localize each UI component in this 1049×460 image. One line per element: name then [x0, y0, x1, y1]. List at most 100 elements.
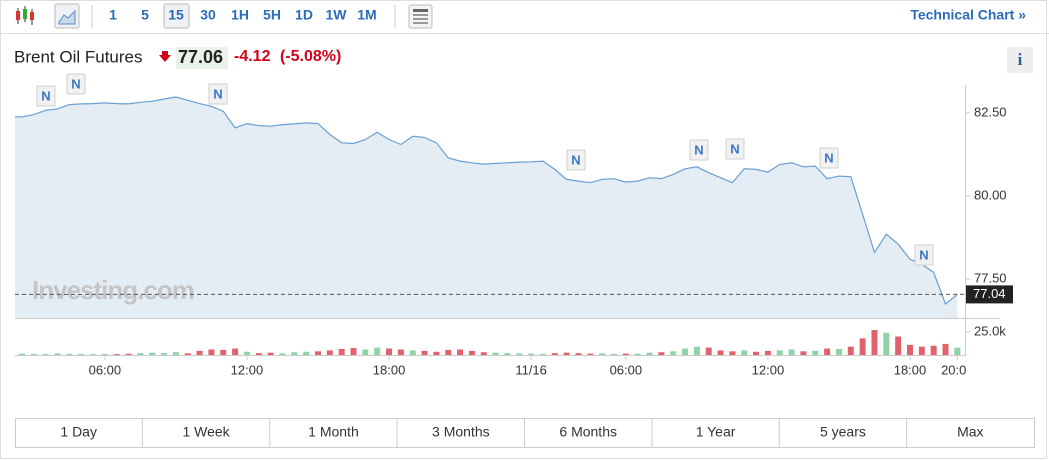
y-tick-label: 82.50 [974, 104, 1007, 119]
volume-bar [161, 352, 168, 355]
news-flag-label[interactable]: N [824, 150, 833, 165]
range-button[interactable]: 1 Month [308, 424, 359, 440]
volume-bar [776, 350, 783, 355]
volume-bar [835, 348, 842, 355]
x-tick-label: 06:00 [89, 362, 122, 377]
volume-bar [599, 353, 606, 355]
x-tick-label: 18:00 [373, 362, 406, 377]
volume-bar [741, 350, 748, 355]
range-button[interactable]: Max [957, 424, 983, 440]
interval-button[interactable]: 5 [141, 7, 149, 23]
volume-bar [563, 352, 570, 355]
volume-bar [42, 354, 49, 355]
volume-bar [326, 350, 333, 355]
y-tick-label: 77.50 [974, 271, 1007, 286]
volume-bar [101, 353, 108, 355]
volume-bar [303, 351, 310, 355]
volume-bar [386, 348, 393, 355]
volume-bar [753, 351, 760, 355]
volume-bar [504, 353, 511, 355]
range-button[interactable]: 6 Months [559, 424, 617, 440]
volume-bar [682, 348, 689, 355]
volume-bar [764, 350, 771, 355]
technical-chart-link[interactable]: Technical Chart » [910, 7, 1026, 23]
x-tick-label: 12:00 [752, 362, 785, 377]
volume-bar [646, 352, 653, 355]
volume-bar [78, 353, 85, 355]
volume-bar [528, 353, 535, 355]
info-icon[interactable]: i [1018, 50, 1023, 69]
news-flag[interactable] [819, 147, 839, 169]
news-flag[interactable] [566, 149, 586, 171]
volume-bar [812, 350, 819, 355]
volume-bar [196, 350, 203, 355]
volume-bar [717, 350, 724, 355]
volume-bar [30, 353, 37, 355]
volume-bar [847, 346, 854, 355]
range-button[interactable]: 1 Day [60, 424, 97, 440]
interval-button[interactable]: 1 [109, 7, 117, 23]
news-flag[interactable] [36, 85, 56, 107]
x-tick-label: 11/16 [515, 362, 547, 377]
news-flag[interactable] [725, 138, 745, 160]
news-flag-label[interactable]: N [730, 141, 739, 156]
area-icon[interactable] [54, 3, 80, 29]
volume-bar [445, 349, 452, 355]
volume-bar [824, 348, 831, 355]
x-tick-label: 06:00 [610, 362, 643, 377]
volume-bar [208, 349, 215, 355]
volume-bar [516, 353, 523, 355]
range-button[interactable]: 5 years [820, 424, 866, 440]
interval-button[interactable]: 30 [200, 7, 216, 23]
volume-bar [350, 348, 357, 355]
news-flag-label[interactable]: N [41, 88, 50, 103]
volume-bar [705, 347, 712, 355]
news-flag[interactable] [689, 139, 709, 161]
selected-interval-box [163, 3, 190, 29]
down-arrow [159, 51, 171, 62]
interval-button[interactable]: 5H [263, 7, 281, 23]
range-button[interactable]: 3 Months [432, 424, 490, 440]
layout-icon[interactable] [408, 4, 433, 29]
price-change-percent: (-5.08%) [280, 48, 341, 65]
interval-button[interactable]: 1H [231, 7, 249, 23]
info-button[interactable] [1007, 47, 1033, 73]
news-flag[interactable] [208, 83, 228, 105]
interval-button[interactable]: 1W [326, 7, 348, 23]
interval-button[interactable]: 15 [168, 7, 184, 23]
volume-bar [611, 353, 617, 355]
volume-bar [172, 352, 179, 355]
y-tick-label: 80.00 [974, 187, 1007, 202]
volume-bar [539, 353, 546, 355]
volume-bar [800, 351, 807, 355]
range-button[interactable]: 1 Year [696, 424, 736, 440]
news-flag-label[interactable]: N [571, 152, 580, 167]
range-button[interactable]: 1 Week [182, 424, 230, 440]
volume-bar [871, 330, 878, 355]
last-price-label: 77.04 [973, 286, 1006, 301]
volume-bar [220, 349, 227, 355]
news-flag-label[interactable]: N [213, 86, 222, 101]
volume-bar [255, 353, 262, 355]
volume-bar [622, 353, 629, 355]
plot: Investing.com 77.50 80.00 82.50 77.04 25.0k 06… [15, 73, 1013, 377]
volume-bar [232, 348, 239, 355]
volume-bar [492, 352, 499, 355]
interval-button[interactable]: 1D [295, 7, 313, 23]
news-flag-label[interactable]: N [694, 142, 703, 157]
volume-bar [859, 338, 866, 355]
volume-bar [587, 353, 594, 355]
volume-bar [658, 352, 665, 355]
watermark: Investing.com [32, 275, 194, 305]
volume-bar [634, 353, 641, 355]
volume-bar [362, 349, 369, 355]
volume-bar [90, 354, 97, 355]
news-flag-label[interactable]: N [919, 247, 928, 262]
interval-button[interactable]: 1M [357, 7, 376, 23]
candle-icon[interactable] [16, 6, 34, 25]
news-flag[interactable] [914, 244, 934, 266]
volume-bar [291, 352, 298, 355]
news-flag[interactable] [66, 73, 86, 95]
news-flag-label[interactable]: N [71, 76, 80, 91]
